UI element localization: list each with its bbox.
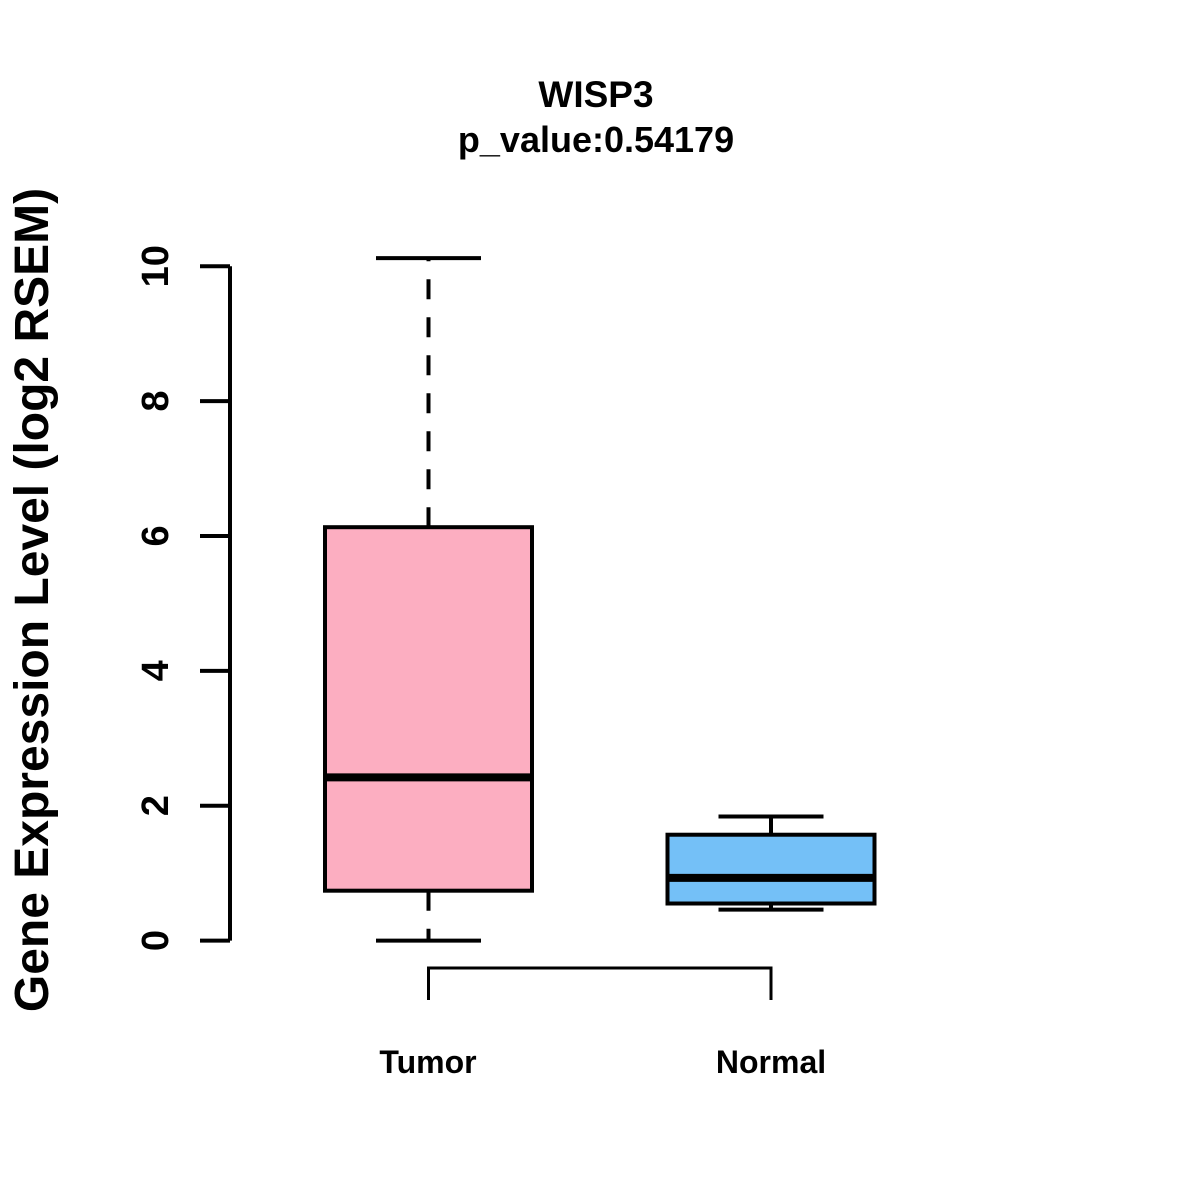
- x-axis-label-normal: Normal: [716, 1044, 826, 1080]
- y-axis-tick-label: 4: [135, 660, 177, 681]
- chart-title: WISP3: [538, 74, 653, 115]
- chart-subtitle: p_value:0.54179: [458, 119, 734, 160]
- y-axis-tick-label: 0: [135, 930, 177, 951]
- comparison-bracket: [427, 966, 773, 1000]
- boxplot-series: [323, 256, 877, 943]
- y-axis-tick-label: 10: [135, 245, 177, 287]
- iqr-box: [665, 832, 877, 906]
- iqr-box: [323, 525, 534, 893]
- normal-boxplot: [665, 814, 877, 912]
- y-axis-tick-label: 6: [135, 525, 177, 546]
- bracket-path: [427, 966, 773, 1000]
- y-axis: 0 2 4 6 8 10: [135, 245, 232, 951]
- tumor-boxplot: [323, 256, 534, 943]
- x-axis-label-tumor: Tumor: [379, 1044, 476, 1080]
- y-axis-tick-label: 8: [135, 391, 177, 412]
- y-axis-tick-label: 2: [135, 795, 177, 816]
- y-axis-label: Gene Expression Level (log2 RSEM): [6, 188, 59, 1012]
